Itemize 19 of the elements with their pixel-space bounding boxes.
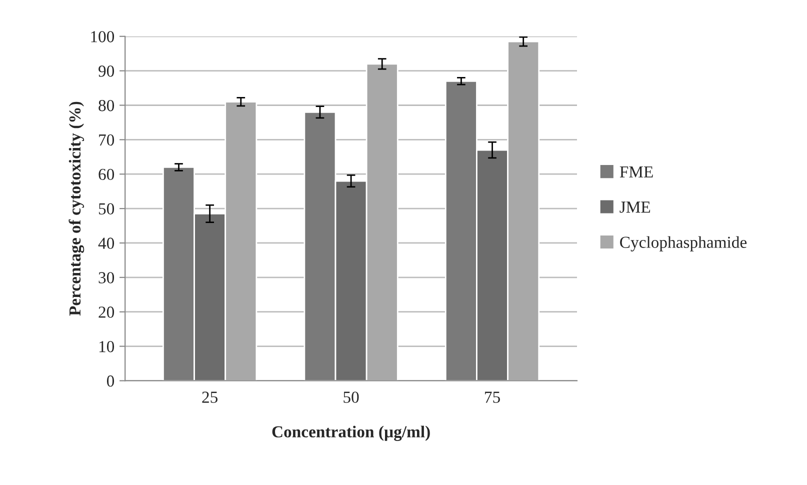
legend-label: Cyclophasphamide <box>620 236 747 252</box>
y-tick-label: 100 <box>91 31 114 42</box>
x-tick-label: 75 <box>485 392 500 403</box>
legend-label: FME <box>620 166 653 178</box>
y-tick-label: 20 <box>98 306 114 318</box>
y-axis-title: Percentage of cytotoxicity (%) <box>68 102 84 316</box>
y-tick-label: 80 <box>98 100 114 112</box>
y-tick-label: 40 <box>98 238 114 249</box>
y-tick-label: 90 <box>98 66 114 77</box>
x-tick-label: 50 <box>344 392 359 403</box>
legend-label: JME <box>620 202 650 213</box>
x-tick-label: 25 <box>202 392 218 403</box>
y-tick-label: 30 <box>98 272 114 284</box>
y-tick-label: 10 <box>99 340 114 352</box>
y-tick-label: 50 <box>98 203 114 214</box>
y-tick-label: 70 <box>99 134 114 146</box>
y-tick-label: 0 <box>106 375 114 387</box>
x-axis-title: Concentration (µg/ml) <box>272 426 430 441</box>
y-tick-label: 60 <box>98 168 114 180</box>
